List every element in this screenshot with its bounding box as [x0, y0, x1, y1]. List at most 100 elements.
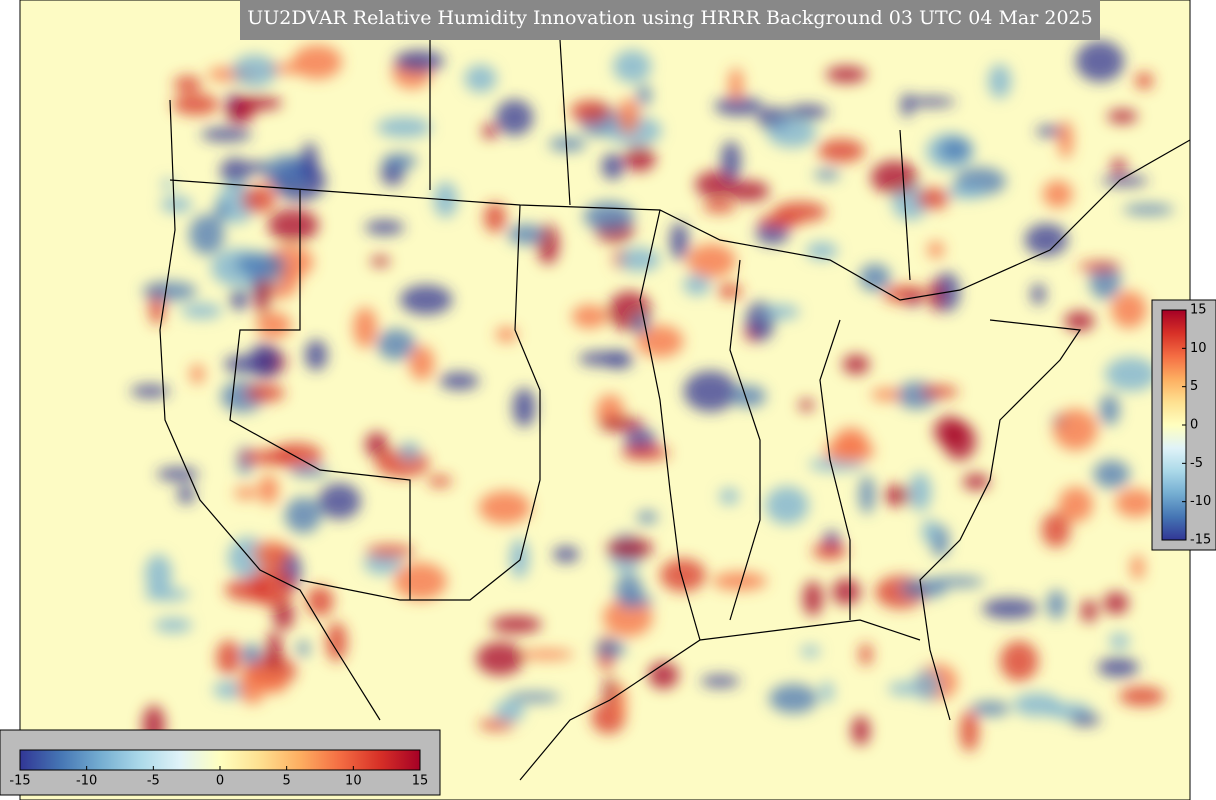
field-blob: [731, 385, 767, 408]
field-blob: [249, 565, 294, 607]
field-blob: [154, 618, 193, 633]
field-blob: [1134, 72, 1154, 90]
field-blob: [859, 263, 891, 292]
field-blob: [714, 96, 764, 116]
field-blob: [1103, 591, 1129, 615]
field-blob: [648, 661, 679, 689]
field-blob: [548, 136, 587, 152]
field-blob: [231, 54, 278, 87]
field-blob: [606, 536, 653, 561]
field-blob: [702, 199, 737, 213]
field-blob: [495, 99, 534, 136]
field-blob: [273, 600, 295, 631]
field-blob: [427, 475, 452, 487]
field-blob: [571, 304, 608, 329]
field: [130, 40, 1174, 752]
field-blob: [1105, 357, 1158, 392]
field-blob: [933, 415, 966, 447]
field-blob: [719, 488, 739, 505]
field-blob: [353, 307, 378, 348]
field-blob: [728, 67, 744, 101]
field-blob: [1024, 223, 1068, 257]
field-blob: [297, 640, 310, 657]
field-blob: [700, 675, 740, 688]
field-blob: [1035, 125, 1065, 137]
field-blob: [1064, 311, 1095, 332]
field-blob: [720, 140, 742, 181]
field-blob: [552, 546, 580, 563]
colorbar-tick-label: -15: [9, 774, 30, 789]
field-blob: [615, 573, 644, 609]
field-blob: [399, 441, 420, 461]
field-blob: [476, 641, 524, 676]
field-blob: [899, 579, 947, 598]
field-blob: [959, 710, 979, 752]
colorbar-tick-label: 5: [1190, 379, 1198, 394]
field-blob: [982, 598, 1038, 619]
field-blob: [190, 364, 205, 384]
field-blob: [306, 586, 334, 617]
field-blob: [160, 196, 193, 213]
field-blob: [181, 303, 223, 319]
field-blob: [1111, 291, 1147, 329]
field-blob: [262, 672, 288, 694]
field-blob: [1046, 589, 1066, 620]
field-blob: [929, 278, 943, 312]
field-blob: [1077, 261, 1121, 272]
field-blob: [1107, 109, 1138, 124]
field-blob: [1075, 40, 1125, 83]
field-blob: [888, 682, 920, 696]
colorbar-tick-label: -5: [1190, 456, 1203, 471]
field-blob: [859, 475, 875, 514]
field-blob: [1115, 488, 1156, 518]
field-blob: [393, 562, 447, 601]
field-blob: [365, 544, 415, 558]
borders: [159, 39, 1191, 781]
field-blob: [962, 473, 990, 491]
field-blob: [172, 93, 220, 116]
field-blob: [683, 274, 711, 296]
field-blob: [478, 718, 515, 731]
field-blob: [483, 202, 507, 233]
field-blob: [800, 645, 821, 657]
field-blob: [216, 640, 241, 676]
field-blob: [636, 325, 684, 358]
field-blob: [916, 187, 950, 210]
field-blob: [240, 643, 262, 665]
title: UU2DVAR Relative Humidity Innovation usi…: [247, 7, 1092, 29]
field-blob: [399, 284, 453, 315]
field-blob: [130, 384, 170, 398]
title-box: [240, 0, 1100, 40]
field-blob: [214, 200, 228, 222]
field-blob: [1053, 409, 1098, 451]
colorbar-tick-label: 10: [345, 774, 362, 789]
field-blob: [265, 631, 283, 670]
field-blob: [601, 153, 625, 180]
field-blob: [812, 542, 848, 560]
field-blob: [490, 615, 542, 634]
field-blob: [370, 256, 390, 267]
field-blob: [1093, 460, 1130, 489]
field-blob: [616, 247, 661, 272]
field-blob: [512, 387, 536, 427]
field-blob: [870, 388, 902, 401]
field-blob: [220, 157, 250, 185]
field-blob: [494, 700, 525, 722]
field-blob: [439, 372, 480, 390]
field-blob: [156, 467, 200, 482]
field-blob: [478, 490, 531, 525]
colorbar-tick-label: 15: [1190, 303, 1207, 318]
field-blob: [1111, 158, 1126, 175]
field-blob: [200, 127, 252, 142]
field-blob: [292, 45, 342, 80]
field-blob: [939, 138, 972, 162]
colorbar-tick-label: 0: [1190, 418, 1198, 433]
field-blob: [1041, 512, 1071, 548]
field-blob: [613, 682, 627, 720]
field-blob: [394, 50, 445, 73]
field-blob: [767, 118, 817, 148]
field-blob: [161, 178, 175, 190]
field-blob: [832, 578, 861, 606]
colorbar-tick-label: 0: [216, 774, 224, 789]
